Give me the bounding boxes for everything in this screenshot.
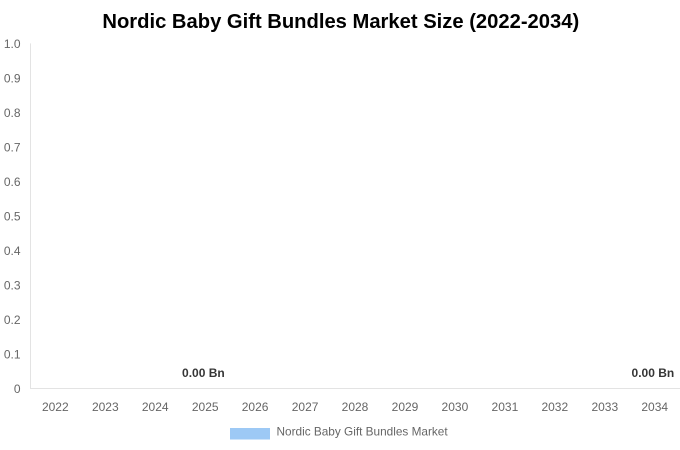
svg-text:Nordic Baby Gift Bundles Marke: Nordic Baby Gift Bundles Market Size (20… [102, 11, 579, 33]
svg-text:2024: 2024 [142, 400, 169, 414]
svg-text:2033: 2033 [591, 400, 618, 414]
svg-text:2029: 2029 [392, 400, 419, 414]
svg-text:Nordic Baby Gift Bundles Marke: Nordic Baby Gift Bundles Market [277, 425, 449, 439]
svg-text:2030: 2030 [442, 400, 469, 414]
svg-text:0.00 Bn: 0.00 Bn [632, 366, 675, 380]
svg-text:2025: 2025 [192, 400, 219, 414]
svg-text:0.2: 0.2 [4, 313, 21, 327]
svg-text:2026: 2026 [242, 400, 269, 414]
svg-text:0.00 Bn: 0.00 Bn [182, 366, 225, 380]
svg-text:0.3: 0.3 [4, 278, 21, 292]
svg-text:0.9: 0.9 [4, 71, 21, 85]
svg-text:0.6: 0.6 [4, 175, 21, 189]
svg-text:0.5: 0.5 [4, 209, 21, 223]
svg-text:0.1: 0.1 [4, 347, 21, 361]
svg-text:0.7: 0.7 [4, 140, 21, 154]
svg-text:2034: 2034 [641, 400, 668, 414]
svg-text:2027: 2027 [292, 400, 319, 414]
svg-text:0.8: 0.8 [4, 106, 21, 120]
svg-text:2032: 2032 [541, 400, 568, 414]
svg-text:1.0: 1.0 [4, 37, 21, 51]
svg-text:0: 0 [14, 382, 21, 396]
svg-text:2022: 2022 [42, 400, 69, 414]
svg-text:2023: 2023 [92, 400, 119, 414]
svg-text:0.4: 0.4 [4, 244, 21, 258]
svg-text:2031: 2031 [492, 400, 519, 414]
svg-text:2028: 2028 [342, 400, 369, 414]
